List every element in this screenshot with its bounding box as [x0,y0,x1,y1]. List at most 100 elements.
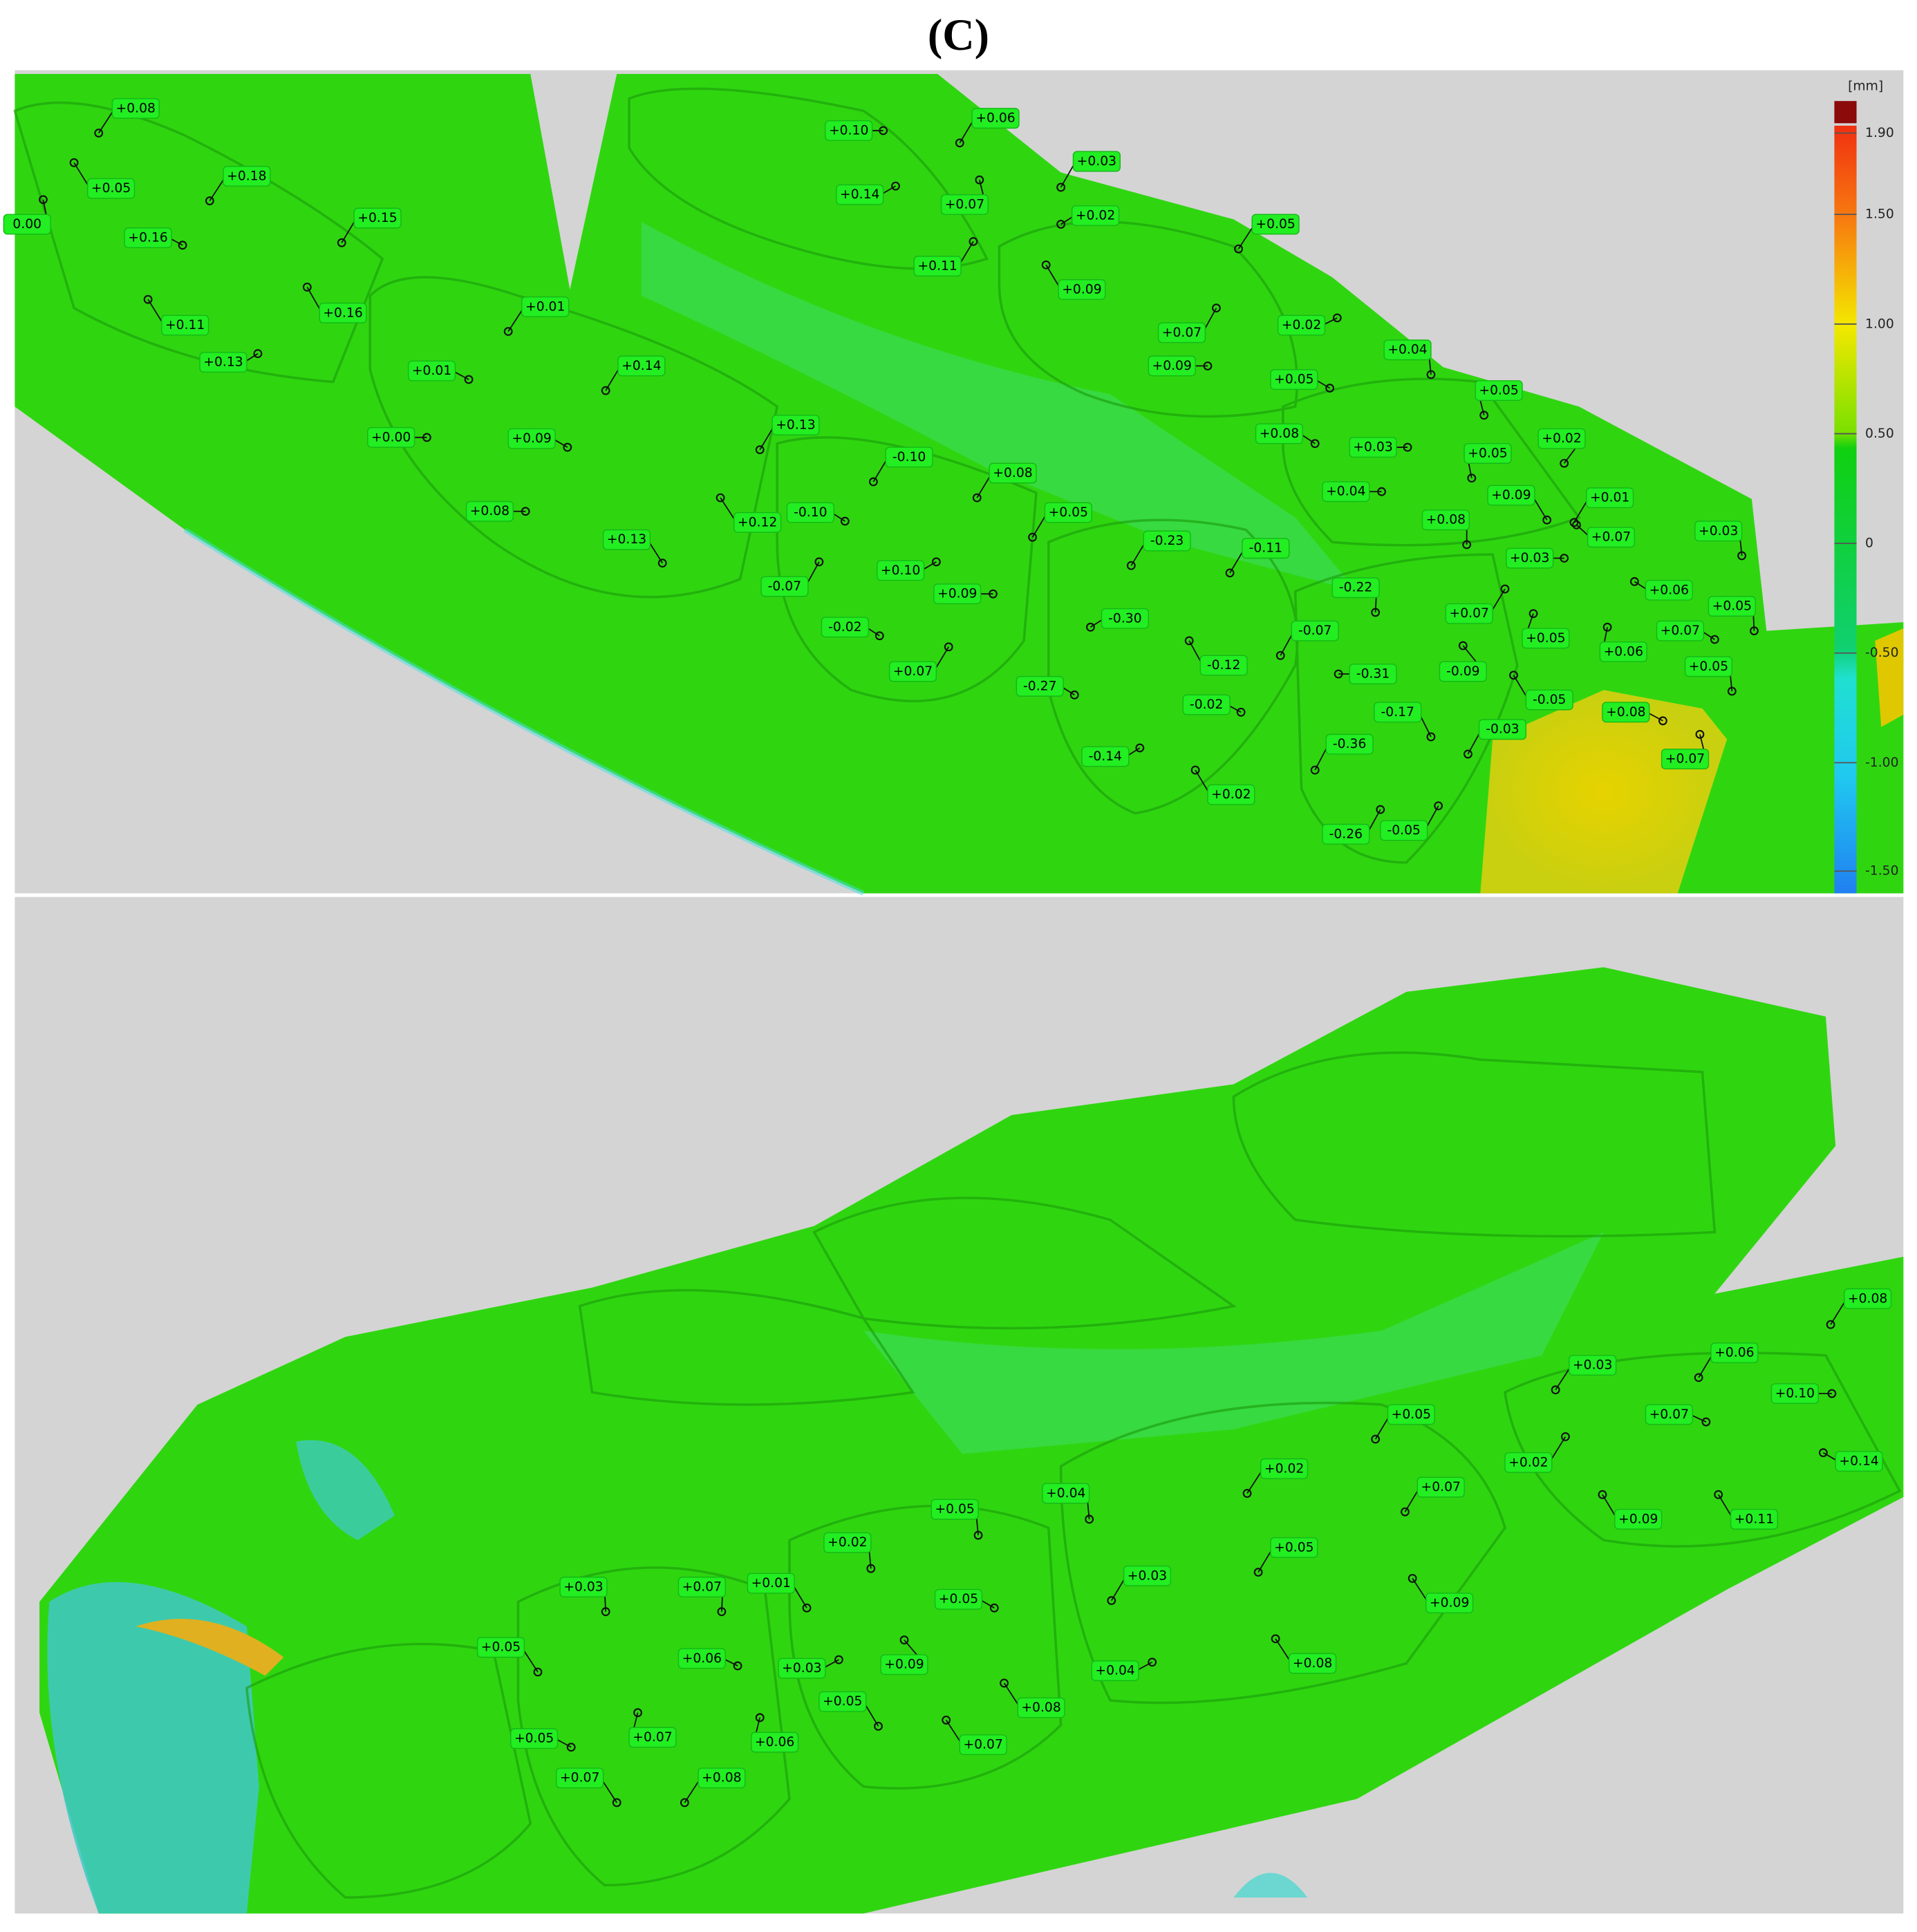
deviation-label: +0.07 [1421,1480,1461,1494]
label-box [628,1727,677,1748]
label-box [1242,538,1290,559]
deviation-label: -0.26 [1329,827,1363,841]
deviation-label: +0.09 [1430,1596,1469,1611]
label-box [772,414,820,435]
colorbar-tick-label: -1.50 [1865,864,1898,879]
label-box [1694,520,1743,542]
label-box [1071,205,1120,226]
figure-title: (C) [928,10,989,59]
label-box [1277,315,1326,336]
pin [1403,442,1412,452]
label-box [1587,527,1636,548]
edge [183,527,865,896]
pin [1028,532,1037,542]
deviation-label: +0.03 [1699,524,1738,538]
pin [1376,805,1385,814]
label-box [1464,442,1512,464]
pin [1572,520,1581,529]
deviation-label: +0.07 [1665,752,1705,767]
deviation-label: +0.06 [755,1735,794,1750]
label-box [3,214,51,235]
label-box [1349,664,1397,685]
colorbar-tick-label: -1.00 [1865,756,1898,770]
label-box [1487,485,1535,506]
shade [1875,628,1904,727]
deviation-label: +0.07 [633,1730,672,1745]
pin [868,477,878,487]
pin [1694,1373,1703,1382]
deviation-label: +0.04 [1387,343,1427,357]
label-box [888,661,937,682]
pin [464,375,474,384]
label-box [1506,547,1554,569]
label-box [1645,1404,1693,1425]
deviation-label: +0.09 [1491,488,1531,503]
label-box [1157,322,1206,344]
deviation-label: +0.08 [470,504,509,518]
deviation-label: -0.09 [1446,664,1479,679]
deviation-label: +0.10 [1775,1387,1815,1401]
label-box [1091,1660,1139,1682]
pin [1234,244,1243,254]
label-box [1143,530,1191,552]
label-box [1645,579,1693,601]
deviation-label: -0.31 [1356,667,1390,682]
label-box [1322,823,1370,845]
label-box [1260,1458,1309,1479]
pin [1325,384,1335,393]
deviation-label: +0.07 [893,664,933,679]
label-box [367,426,415,448]
deviation-label: -0.22 [1339,581,1372,595]
pin [1426,732,1436,742]
deviation-label: +0.01 [412,364,451,378]
pin [1212,303,1221,313]
deviation-label: +0.05 [1468,446,1507,460]
deviation-label: +0.07 [1591,530,1631,545]
label-box [1844,1288,1892,1309]
colorbar [1834,125,1857,894]
label-box [1058,279,1106,300]
label-box [1270,369,1318,390]
pin [1827,1389,1837,1398]
deviation-label: -0.02 [1190,697,1223,712]
pin [1426,370,1436,379]
deviation-label: +0.07 [1162,326,1201,340]
deviation-label: +0.02 [1508,1455,1548,1470]
deviation-label: +0.08 [1021,1700,1060,1715]
pin [1551,1385,1560,1395]
deviation-label: +0.14 [1839,1454,1878,1469]
pin [1479,411,1489,420]
label-box [465,500,514,522]
label-box [1016,675,1064,697]
deviation-label: +0.06 [682,1651,722,1666]
deviation-label: -0.23 [1150,534,1184,548]
pin [866,1564,876,1573]
pin [879,126,888,135]
pin [1569,518,1579,527]
label-box [1522,628,1570,649]
label-box [931,1499,979,1520]
colorbar-tick-label: 0.50 [1865,426,1894,441]
label-box [111,97,160,119]
pin [1310,439,1320,449]
colorbar-tick-label: -0.50 [1865,646,1898,660]
deviation-label: +0.05 [1392,1407,1431,1422]
label-box [880,1654,928,1676]
label-box [1042,1483,1090,1504]
pin [755,445,765,455]
deviation-label: +0.02 [827,1535,867,1550]
deviation-label: +0.02 [1282,318,1321,332]
label-box [1331,577,1380,599]
pin [503,327,513,336]
label-box [1199,655,1248,676]
pin [1727,686,1737,696]
pin [1602,622,1612,632]
pin [973,1530,983,1540]
label-box [751,1732,799,1753]
pin [989,1603,999,1613]
tooth-outlines [245,1051,1902,1899]
shade [1480,690,1728,894]
deviation-label: +0.03 [1077,154,1116,169]
pin [840,516,850,526]
pin [337,238,346,247]
